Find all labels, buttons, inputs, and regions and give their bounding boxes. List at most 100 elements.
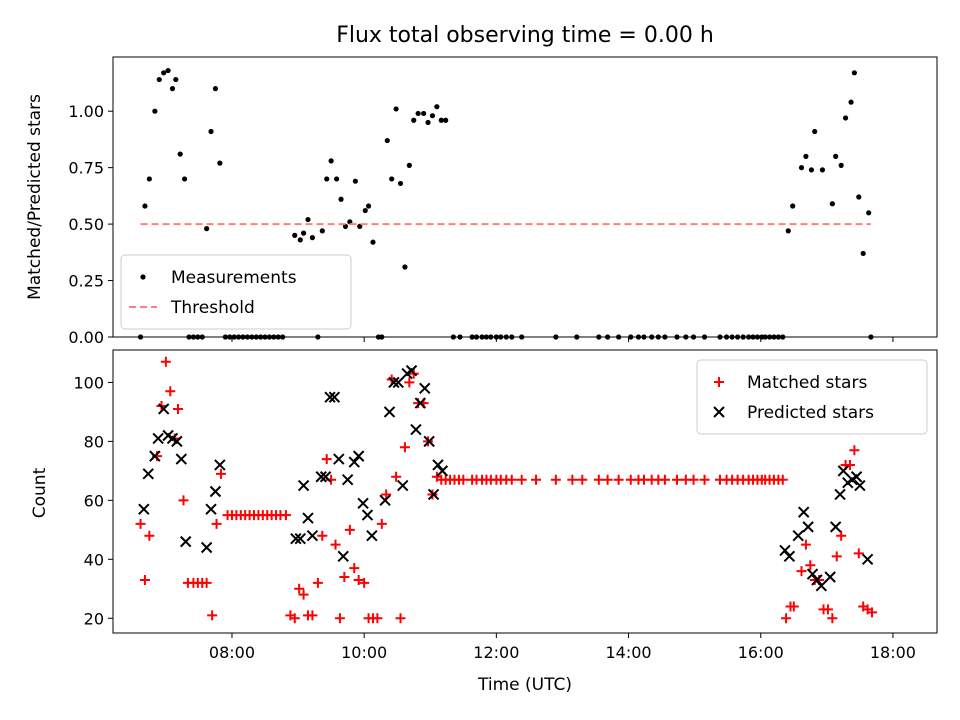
predicted-star-point xyxy=(357,497,369,509)
matched-star-point xyxy=(788,601,799,612)
predicted-star-point xyxy=(297,479,310,492)
measurement-point xyxy=(860,250,866,257)
x-tick-label: 10:00 xyxy=(341,643,387,662)
predicted-star-point xyxy=(792,530,804,542)
matched-star-point xyxy=(688,474,699,485)
count-legend: Matched stars Predicted stars xyxy=(696,359,928,435)
matched-star-point xyxy=(144,530,155,541)
x-tick-label: 16:00 xyxy=(738,643,784,662)
measurement-point xyxy=(819,167,826,173)
matched-star-point xyxy=(593,474,604,485)
count-axes-frame xyxy=(112,349,938,634)
measurement-point xyxy=(851,70,857,76)
predicted-star-point xyxy=(337,550,349,563)
predicted-star-point xyxy=(171,435,183,448)
measurement-point xyxy=(411,117,417,123)
predicted-star-point xyxy=(379,494,391,507)
measurement-point xyxy=(389,176,395,182)
measurement-point xyxy=(324,176,330,182)
legend-label: Matched stars xyxy=(747,373,867,393)
matched-star-point xyxy=(399,442,410,453)
predicted-star-point xyxy=(324,391,336,403)
measurement-point xyxy=(415,110,421,117)
measurement-point xyxy=(352,178,358,184)
measurement-point xyxy=(798,165,805,171)
measurement-point xyxy=(833,153,839,159)
measurement-point xyxy=(866,210,872,216)
matched-star-point xyxy=(404,377,415,388)
matched-star-point xyxy=(800,539,811,550)
predicted-star-point xyxy=(149,450,161,462)
predicted-star-point xyxy=(138,503,150,515)
measurement-point xyxy=(212,86,219,92)
measurement-point xyxy=(434,104,440,110)
predicted-star-point xyxy=(861,553,874,566)
y-tick-label: 0.00 xyxy=(68,328,104,347)
measurement-point xyxy=(848,99,854,105)
matched-star-point xyxy=(602,474,613,485)
measurement-point xyxy=(338,196,344,202)
predicted-star-point xyxy=(302,512,314,524)
measurement-point xyxy=(425,119,431,126)
measurement-point xyxy=(217,160,223,166)
matched-star-point xyxy=(805,560,816,571)
measurement-point xyxy=(842,115,849,121)
measurement-point xyxy=(173,76,179,83)
legend-predicted-marker xyxy=(713,406,725,418)
matched-star-point xyxy=(672,474,683,485)
measurement-point xyxy=(177,151,183,157)
predicted-star-point xyxy=(405,364,418,377)
x-tick-label: 08:00 xyxy=(209,643,255,662)
predicted-star-point xyxy=(419,382,431,395)
matched-star-point xyxy=(506,474,517,485)
predicted-star-point xyxy=(392,376,405,389)
predicted-star-point xyxy=(436,465,449,477)
predicted-star-point xyxy=(315,471,327,483)
predicted-star-point xyxy=(414,397,427,409)
x-tick-label: 12:00 xyxy=(473,643,519,662)
predicted-star-point xyxy=(319,471,332,483)
matched-star-point xyxy=(298,589,309,600)
predicted-star-point xyxy=(290,532,302,545)
x-axis-label: Time (UTC) xyxy=(477,675,572,695)
measurement-point xyxy=(384,137,390,144)
measurement-point xyxy=(838,162,844,168)
ratio-panel: Flux total observing time = 0.00 h Match… xyxy=(25,23,938,347)
measurement-point xyxy=(165,67,171,74)
measurement-point xyxy=(365,203,372,209)
measurement-point xyxy=(161,70,167,76)
measurement-point xyxy=(406,162,412,168)
matched-star-point xyxy=(359,577,370,588)
count-y-axis-label: Count xyxy=(30,467,50,518)
matched-star-point xyxy=(344,524,355,535)
predicted-star-point xyxy=(348,456,360,468)
predicted-star-point xyxy=(152,432,164,445)
matched-star-point xyxy=(853,548,864,559)
x-tick-label: 18:00 xyxy=(870,643,916,662)
measurement-point xyxy=(300,230,307,236)
measurement-point xyxy=(808,167,815,173)
measurement-point xyxy=(208,128,214,135)
measurement-point xyxy=(319,228,325,234)
measurement-point xyxy=(785,228,791,234)
measurement-point xyxy=(156,76,162,83)
y-tick-label: 20 xyxy=(84,609,104,628)
measurement-point xyxy=(169,86,176,92)
matched-star-point xyxy=(613,474,624,485)
matched-star-point xyxy=(172,403,183,414)
measurement-point xyxy=(393,106,399,112)
measurement-point xyxy=(397,180,404,187)
matched-star-point xyxy=(796,566,807,577)
predicted-star-point xyxy=(341,474,354,486)
matched-star-point xyxy=(317,530,328,541)
measurement-point xyxy=(443,117,449,123)
matched-star-point xyxy=(458,474,469,485)
predicted-star-point xyxy=(328,391,341,403)
predicted-star-point xyxy=(854,479,866,492)
x-tick-label: 14:00 xyxy=(605,643,651,662)
predicted-star-point xyxy=(175,453,188,465)
predicted-star-point xyxy=(815,580,828,592)
predicted-star-point xyxy=(797,506,810,518)
measurement-point xyxy=(142,203,148,209)
